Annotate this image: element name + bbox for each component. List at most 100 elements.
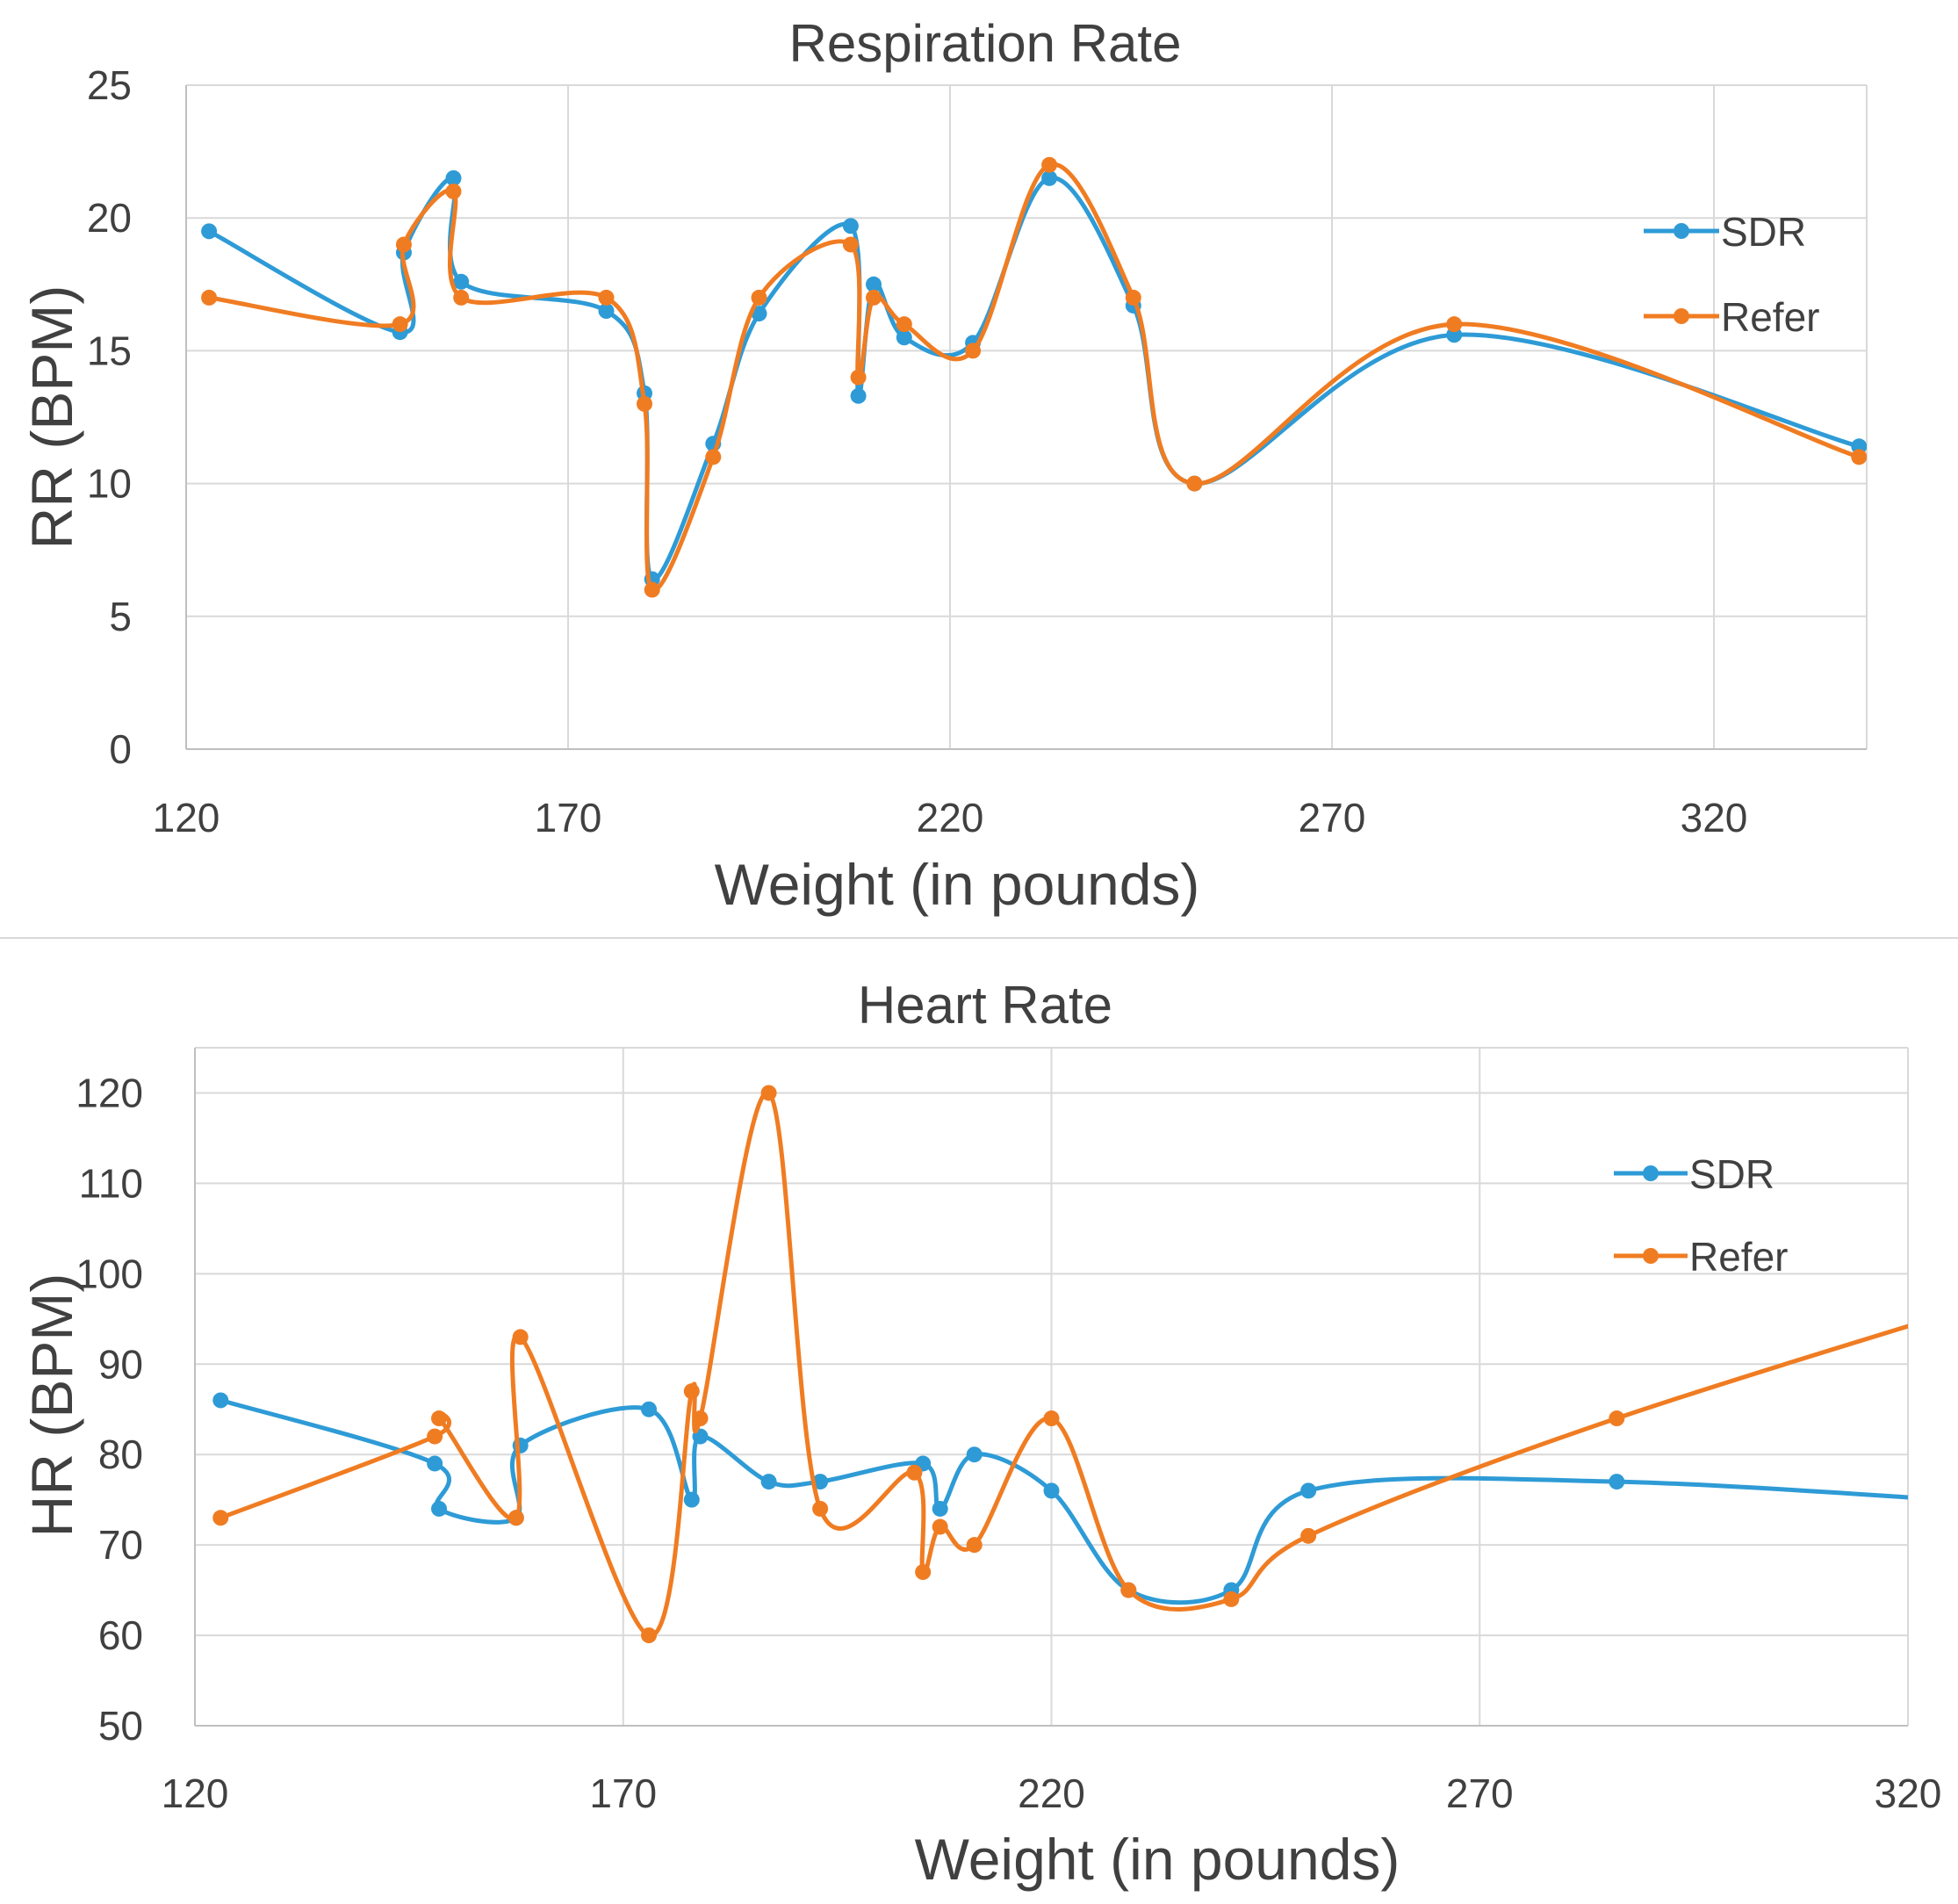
data-point-refer <box>1609 1410 1625 1427</box>
legend-marker-sdr <box>1643 1165 1659 1181</box>
gridlines <box>185 84 1868 749</box>
data-point-sdr <box>842 218 859 234</box>
data-point-sdr <box>966 1446 983 1463</box>
legend: SDR Refer <box>1614 1151 1788 1280</box>
data-point-refer <box>1043 1410 1060 1427</box>
y-tick-label: 100 <box>76 1251 143 1296</box>
series-refer <box>212 1085 1908 1644</box>
heart-rate-chart: Heart Rate 50 60 70 80 90 100 110 120 120 170 220… <box>19 976 1942 1892</box>
legend-label-sdr: SDR <box>1721 209 1806 255</box>
x-tick-label: 320 <box>1681 795 1748 840</box>
data-point-refer <box>507 1510 524 1526</box>
data-point-refer <box>850 369 867 386</box>
data-point-sdr <box>751 306 767 322</box>
y-tick-label: 5 <box>109 594 132 639</box>
y-tick-labels: 50 60 70 80 90 100 110 120 <box>76 1070 143 1749</box>
data-point-refer <box>896 316 912 333</box>
data-point-refer <box>598 289 615 306</box>
data-point-sdr <box>431 1500 448 1517</box>
x-tick-label: 270 <box>1446 1771 1514 1816</box>
data-point-refer <box>1125 289 1141 306</box>
data-point-refer <box>395 236 412 253</box>
legend-marker-refer <box>1643 1248 1659 1264</box>
data-point-refer <box>812 1500 829 1517</box>
x-tick-label: 170 <box>589 1771 657 1816</box>
data-point-refer <box>453 289 470 306</box>
respiration-rate-chart: Respiration Rate 0 5 10 15 20 25 120 170 220 270… <box>19 14 1868 917</box>
y-tick-label: 10 <box>87 461 132 507</box>
data-point-sdr <box>1043 1482 1060 1499</box>
data-point-refer <box>637 395 652 412</box>
data-point-refer <box>866 289 882 306</box>
data-point-refer <box>932 1518 948 1535</box>
y-tick-label: 15 <box>87 328 132 373</box>
data-point-refer <box>915 1564 932 1581</box>
legend: SDR Refer <box>1644 209 1819 340</box>
legend-item-refer: Refer <box>1644 294 1819 340</box>
series-line-refer <box>220 1090 1908 1638</box>
data-point-refer <box>1300 1527 1317 1544</box>
y-tick-label: 80 <box>98 1432 143 1477</box>
y-tick-labels: 0 5 10 15 20 25 <box>87 62 132 772</box>
data-point-sdr <box>598 303 615 320</box>
x-tick-label: 270 <box>1299 795 1366 840</box>
legend-label-refer: Refer <box>1721 294 1819 340</box>
data-point-refer <box>1120 1582 1137 1598</box>
y-tick-label: 0 <box>109 726 132 772</box>
series-line-refer <box>208 162 1861 593</box>
data-point-refer <box>427 1428 443 1445</box>
series-lines <box>212 1085 1908 1644</box>
data-point-sdr <box>932 1500 948 1517</box>
series-line-sdr <box>207 176 1860 582</box>
data-point-refer <box>683 1383 700 1400</box>
data-point-sdr <box>896 329 912 346</box>
data-point-sdr <box>445 169 462 186</box>
data-point-sdr <box>453 273 470 290</box>
x-tick-label: 120 <box>162 1771 229 1816</box>
data-point-refer <box>966 1537 983 1554</box>
series-lines <box>201 156 1867 598</box>
data-point-refer <box>760 1085 777 1101</box>
x-tick-labels: 120 170 220 270 320 <box>153 795 1748 840</box>
data-point-refer <box>1851 449 1867 465</box>
data-point-sdr <box>850 387 867 404</box>
data-point-refer <box>906 1464 923 1481</box>
y-tick-label: 70 <box>98 1522 143 1568</box>
data-point-sdr <box>201 223 218 240</box>
x-tick-label: 220 <box>1018 1771 1085 1816</box>
gridlines <box>194 1047 1909 1726</box>
chart-title: Respiration Rate <box>789 14 1182 73</box>
data-point-refer <box>965 343 982 359</box>
data-point-sdr <box>683 1491 700 1508</box>
data-point-sdr <box>212 1392 229 1409</box>
legend-label-refer: Refer <box>1689 1234 1788 1280</box>
axes <box>185 85 1867 750</box>
data-point-sdr <box>641 1401 658 1417</box>
data-point-refer <box>1446 316 1463 333</box>
legend-label-sdr: SDR <box>1689 1151 1774 1197</box>
axes <box>194 1048 1908 1727</box>
y-axis-label: HR (BPM) <box>19 1273 84 1538</box>
data-point-refer <box>445 183 462 199</box>
data-point-sdr <box>1609 1474 1625 1490</box>
x-tick-label: 320 <box>1875 1771 1942 1816</box>
data-point-refer <box>1041 156 1058 173</box>
x-tick-label: 120 <box>153 795 220 840</box>
y-tick-label: 50 <box>98 1703 143 1749</box>
y-tick-label: 110 <box>79 1160 143 1206</box>
data-point-refer <box>431 1410 448 1427</box>
series-sdr <box>212 1392 1908 1605</box>
data-point-refer <box>512 1329 529 1345</box>
data-point-refer <box>692 1410 709 1427</box>
legend-marker-sdr <box>1674 223 1689 239</box>
y-tick-label: 60 <box>98 1612 143 1658</box>
data-point-refer <box>641 1627 658 1644</box>
data-point-sdr <box>1041 169 1058 186</box>
data-point-refer <box>1186 475 1203 492</box>
legend-item-refer: Refer <box>1614 1234 1788 1280</box>
chart-title: Heart Rate <box>858 976 1112 1035</box>
legend-item-sdr: SDR <box>1644 209 1806 255</box>
x-axis-label: Weight (in pounds) <box>915 1827 1400 1892</box>
x-tick-label: 220 <box>917 795 984 840</box>
